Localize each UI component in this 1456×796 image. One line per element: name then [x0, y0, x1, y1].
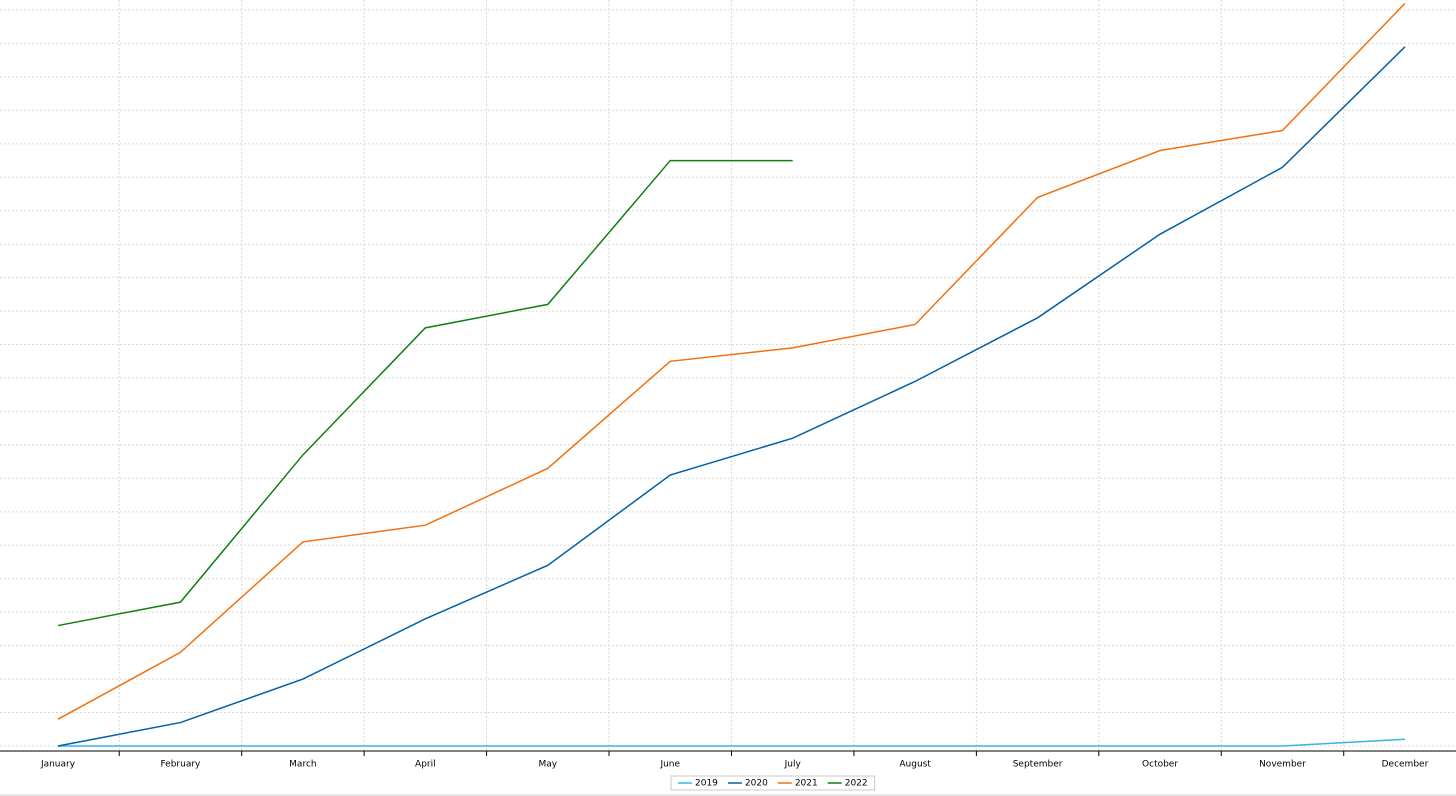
legend-label: 2019	[695, 779, 718, 789]
x-tick-label: January	[40, 760, 76, 770]
x-tick-label: August	[899, 760, 931, 770]
legend-label: 2022	[845, 779, 868, 789]
series-line	[58, 738, 1405, 747]
x-tick-label: March	[289, 760, 316, 770]
legend-label: 2021	[795, 779, 818, 789]
x-tick-label: April	[415, 760, 436, 770]
x-tick-label: June	[659, 760, 680, 770]
x-tick-label: February	[161, 760, 202, 770]
series-line	[57, 159, 793, 627]
x-tick-label: July	[784, 760, 802, 770]
series-line	[57, 46, 1406, 747]
x-tick-label: October	[1142, 760, 1178, 770]
x-tick-label: May	[538, 760, 557, 770]
series-line	[57, 2, 1406, 720]
x-tick-label: December	[1382, 760, 1429, 770]
x-tick-label: September	[1013, 760, 1063, 770]
legend: 2019 2020 2021 2022	[670, 775, 876, 791]
legend-box	[670, 775, 876, 791]
x-tick-label: November	[1259, 760, 1306, 770]
legend-label: 2020	[745, 779, 768, 789]
